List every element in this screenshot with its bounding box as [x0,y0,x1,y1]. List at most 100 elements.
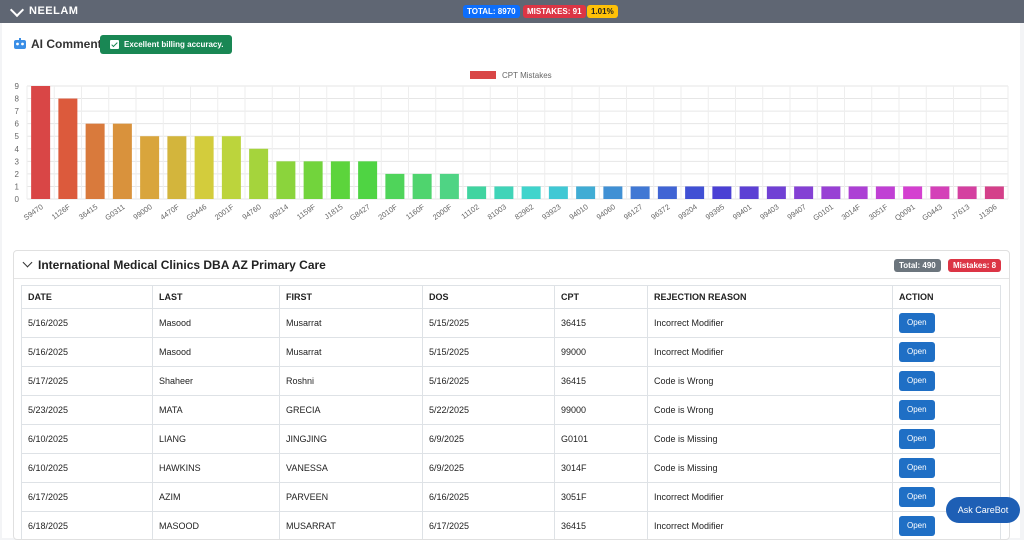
cell-cpt: 3014F [555,454,648,483]
cell-dos: 6/17/2025 [423,512,555,540]
x-tick-label: 2001F [213,202,236,222]
bar [821,186,840,199]
bar [712,186,731,199]
open-button[interactable]: Open [899,516,935,536]
cell-date: 6/10/2025 [22,425,153,454]
cell-date: 6/18/2025 [22,512,153,540]
x-tick-label: 81003 [486,202,508,221]
user-name: NEELAM [29,5,78,17]
bar [113,124,132,199]
check-icon [110,40,119,49]
cell-dos: 5/15/2025 [423,338,555,367]
bar [549,186,568,199]
cell-action: Open [893,396,1001,425]
bar [985,186,1004,199]
cell-first: Musarrat [280,309,423,338]
cell-dos: 6/9/2025 [423,454,555,483]
col-header-cpt: CPT [555,286,648,309]
cell-date: 6/17/2025 [22,483,153,512]
x-tick-label: 82962 [513,202,535,221]
x-tick-label: 94760 [241,202,263,221]
clinic-title: International Medical Clinics DBA AZ Pri… [38,258,326,272]
open-button[interactable]: Open [899,458,935,478]
x-tick-label: 2000F [431,202,454,222]
bar [631,186,650,199]
open-button[interactable]: Open [899,313,935,333]
cell-reason: Code is Wrong [648,396,893,425]
mistakes-badge: MISTAKES: 91 [523,5,586,18]
cell-last: Masood [153,338,280,367]
legend-swatch [470,71,496,79]
y-tick-label: 0 [15,195,20,204]
cell-action: Open [893,425,1001,454]
x-tick-label: 94010 [568,202,590,221]
bar [31,86,50,199]
x-tick-label: 96372 [649,202,671,221]
x-tick-label: 99214 [268,202,290,221]
cell-cpt: G0101 [555,425,648,454]
clinic-mistakes-badge: Mistakes: 8 [948,259,1001,272]
bar [603,186,622,199]
y-tick-label: 9 [15,82,20,91]
bar [740,186,759,199]
bar [849,186,868,199]
y-tick-label: 6 [15,120,20,129]
cell-action: Open [893,309,1001,338]
x-tick-label: 1126F [50,202,72,221]
col-header-last: LAST [153,286,280,309]
x-tick-label: J1306 [977,202,999,221]
ask-carebot-button[interactable]: Ask CareBot [946,497,1020,523]
rejections-table: DATE LAST FIRST DOS CPT REJECTION REASON… [21,285,1001,540]
bar [930,186,949,199]
y-tick-label: 5 [15,132,20,141]
bar [276,161,295,199]
bar [304,161,323,199]
x-tick-label: Q0091 [893,202,917,222]
cell-first: MUSARRAT [280,512,423,540]
y-tick-label: 4 [15,145,20,154]
cell-last: AZIM [153,483,280,512]
bar [249,149,268,199]
legend-label: CPT Mistakes [502,71,552,80]
cell-cpt: 99000 [555,338,648,367]
open-button[interactable]: Open [899,371,935,391]
open-button[interactable]: Open [899,400,935,420]
cell-cpt: 3051F [555,483,648,512]
bar [167,136,186,199]
cell-first: PARVEEN [280,483,423,512]
x-tick-label: J1815 [323,202,345,221]
chevron-down-icon[interactable] [10,3,24,17]
x-tick-label: S9470 [22,202,45,222]
cell-date: 5/16/2025 [22,338,153,367]
cell-reason: Code is Missing [648,425,893,454]
cell-action: Open [893,338,1001,367]
clinic-total-badge: Total: 490 [894,259,941,272]
x-tick-label: 99403 [758,202,780,221]
x-tick-label: 3014F [840,202,863,222]
y-tick-label: 3 [15,157,20,166]
open-button[interactable]: Open [899,429,935,449]
ai-comment-badge: Excellent billing accuracy. [100,35,232,54]
cell-dos: 6/16/2025 [423,483,555,512]
x-tick-label: 11102 [459,202,480,221]
bar [140,136,159,199]
chevron-down-icon[interactable] [23,258,33,268]
user-header-bar[interactable]: NEELAM TOTAL: 8970 MISTAKES: 91 1.01% [0,0,1024,23]
open-button[interactable]: Open [899,487,935,507]
cell-dos: 5/16/2025 [423,367,555,396]
bar [522,186,541,199]
bar [358,161,377,199]
x-tick-label: G0443 [920,202,944,222]
col-header-date: DATE [22,286,153,309]
bar [86,124,105,199]
open-button[interactable]: Open [899,342,935,362]
x-tick-label: J7613 [949,202,971,221]
bar [413,174,432,199]
clinic-card-header[interactable]: International Medical Clinics DBA AZ Pri… [14,251,1009,279]
